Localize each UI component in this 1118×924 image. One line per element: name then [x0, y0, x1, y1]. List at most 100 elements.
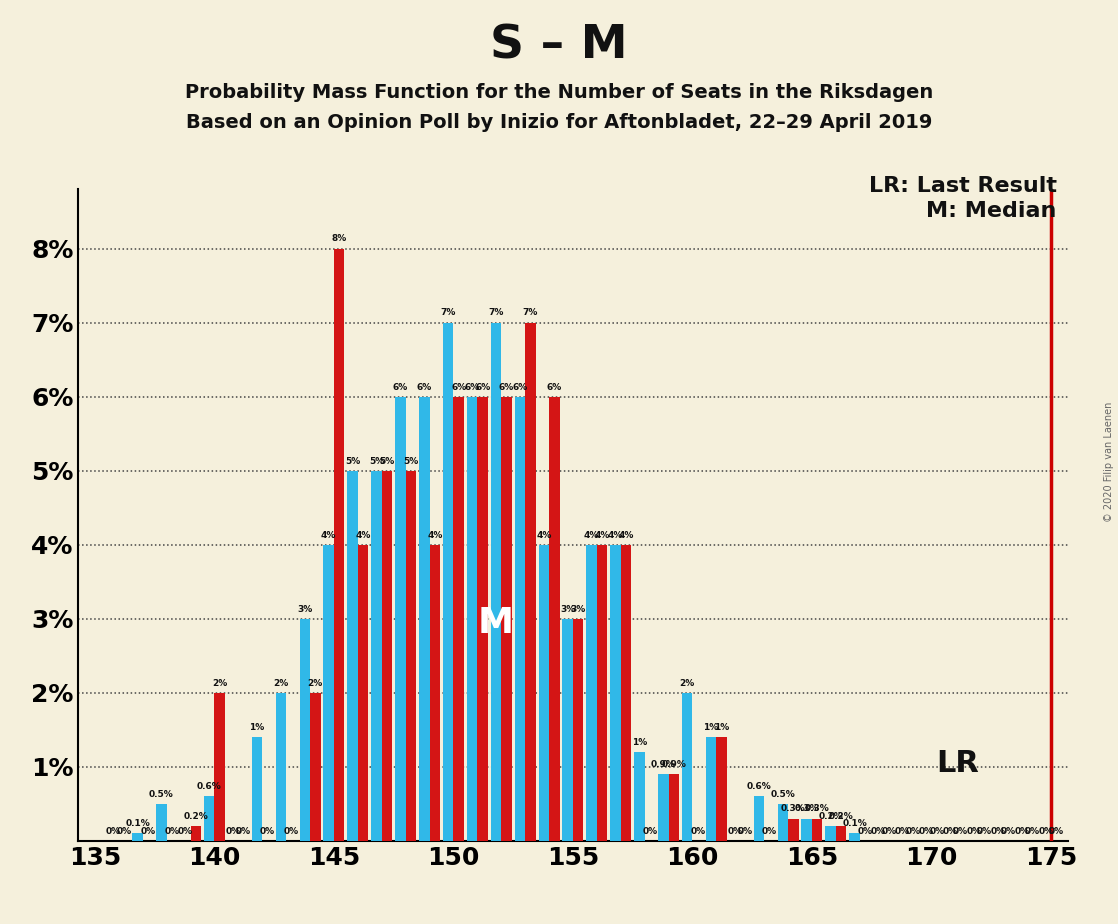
Text: 0%: 0%	[141, 827, 155, 835]
Text: 3%: 3%	[560, 604, 576, 614]
Text: 6%: 6%	[499, 383, 514, 392]
Bar	[371, 470, 381, 841]
Text: M: M	[479, 606, 514, 640]
Bar	[562, 619, 574, 841]
Text: 7%: 7%	[489, 309, 504, 318]
Bar	[586, 545, 597, 841]
Bar	[501, 396, 512, 841]
Bar	[669, 774, 679, 841]
Text: 0%: 0%	[260, 827, 275, 835]
Text: Probability Mass Function for the Number of Seats in the Riksdagen: Probability Mass Function for the Number…	[184, 83, 934, 103]
Text: 0.1%: 0.1%	[842, 820, 866, 828]
Bar	[539, 545, 549, 841]
Text: 0%: 0%	[977, 827, 992, 835]
Text: 4%: 4%	[537, 530, 551, 540]
Text: 4%: 4%	[356, 530, 371, 540]
Text: 0%: 0%	[1039, 827, 1053, 835]
Bar	[717, 737, 727, 841]
Text: 1%: 1%	[249, 723, 265, 732]
Text: 4%: 4%	[608, 530, 623, 540]
Text: 6%: 6%	[451, 383, 466, 392]
Text: 0%: 0%	[919, 827, 934, 835]
Text: 4%: 4%	[321, 530, 337, 540]
Bar	[777, 804, 788, 841]
Text: 3%: 3%	[297, 604, 312, 614]
Text: 0%: 0%	[690, 827, 705, 835]
Bar	[597, 545, 607, 841]
Text: 0%: 0%	[761, 827, 777, 835]
Text: 0%: 0%	[881, 827, 897, 835]
Text: 8%: 8%	[332, 235, 347, 243]
Text: 2%: 2%	[273, 678, 288, 687]
Text: 0.2%: 0.2%	[183, 812, 208, 821]
Bar	[395, 396, 406, 841]
Text: S – M: S – M	[490, 23, 628, 68]
Bar	[334, 249, 344, 841]
Text: 0%: 0%	[164, 827, 180, 835]
Bar	[620, 545, 632, 841]
Text: 0%: 0%	[906, 827, 920, 835]
Text: 2%: 2%	[680, 678, 695, 687]
Text: 0%: 0%	[991, 827, 1005, 835]
Bar	[754, 796, 765, 841]
Text: 0%: 0%	[1025, 827, 1040, 835]
Bar	[419, 396, 429, 841]
Bar	[252, 737, 263, 841]
Text: 0.3%: 0.3%	[805, 805, 830, 813]
Text: 0%: 0%	[966, 827, 982, 835]
Text: 6%: 6%	[512, 383, 528, 392]
Bar	[574, 619, 584, 841]
Bar	[467, 396, 477, 841]
Text: 6%: 6%	[475, 383, 491, 392]
Text: 5%: 5%	[345, 456, 360, 466]
Text: 1%: 1%	[632, 738, 647, 747]
Text: 5%: 5%	[369, 456, 385, 466]
Bar	[443, 322, 454, 841]
Text: 6%: 6%	[417, 383, 432, 392]
Text: 7%: 7%	[523, 309, 538, 318]
Text: 0.6%: 0.6%	[197, 783, 221, 791]
Bar	[705, 737, 717, 841]
Bar	[132, 833, 143, 841]
Text: 6%: 6%	[547, 383, 562, 392]
Bar	[850, 833, 860, 841]
Bar	[549, 396, 560, 841]
Text: M: Median: M: Median	[926, 201, 1057, 222]
Text: 0%: 0%	[284, 827, 299, 835]
Text: LR: LR	[936, 748, 979, 778]
Bar	[381, 470, 392, 841]
Text: 0.1%: 0.1%	[125, 820, 150, 828]
Text: 6%: 6%	[464, 383, 480, 392]
Text: 0.3%: 0.3%	[794, 805, 819, 813]
Text: © 2020 Filip van Laenen: © 2020 Filip van Laenen	[1105, 402, 1114, 522]
Bar	[514, 396, 525, 841]
Text: 0%: 0%	[929, 827, 945, 835]
Text: 0%: 0%	[1049, 827, 1064, 835]
Text: 4%: 4%	[427, 530, 443, 540]
Text: 0%: 0%	[116, 827, 132, 835]
Bar	[634, 752, 645, 841]
Text: 4%: 4%	[584, 530, 599, 540]
Bar	[477, 396, 487, 841]
Bar	[491, 322, 501, 841]
Text: 0%: 0%	[1014, 827, 1030, 835]
Bar	[276, 693, 286, 841]
Bar	[659, 774, 669, 841]
Bar	[157, 804, 167, 841]
Text: 0.5%: 0.5%	[770, 790, 795, 798]
Text: 5%: 5%	[404, 456, 418, 466]
Text: 0.2%: 0.2%	[828, 812, 853, 821]
Bar	[454, 396, 464, 841]
Text: 0%: 0%	[871, 827, 885, 835]
Text: 0%: 0%	[894, 827, 910, 835]
Bar	[788, 819, 798, 841]
Bar	[825, 826, 836, 841]
Text: 4%: 4%	[618, 530, 634, 540]
Text: 0.9%: 0.9%	[651, 760, 675, 769]
Text: 6%: 6%	[392, 383, 408, 392]
Text: 0%: 0%	[953, 827, 968, 835]
Bar	[610, 545, 620, 841]
Text: 0%: 0%	[858, 827, 872, 835]
Bar	[300, 619, 310, 841]
Bar	[429, 545, 440, 841]
